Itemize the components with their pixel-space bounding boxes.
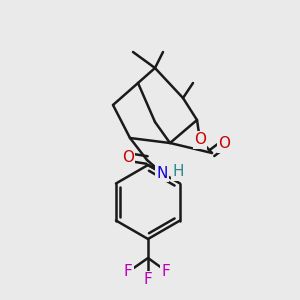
- Text: F: F: [124, 265, 132, 280]
- Text: O: O: [194, 133, 206, 148]
- Text: N: N: [156, 166, 168, 181]
- Text: H: H: [172, 164, 184, 179]
- Text: F: F: [144, 272, 152, 287]
- Text: O: O: [122, 149, 134, 164]
- Text: O: O: [218, 136, 230, 152]
- Text: F: F: [162, 263, 170, 278]
